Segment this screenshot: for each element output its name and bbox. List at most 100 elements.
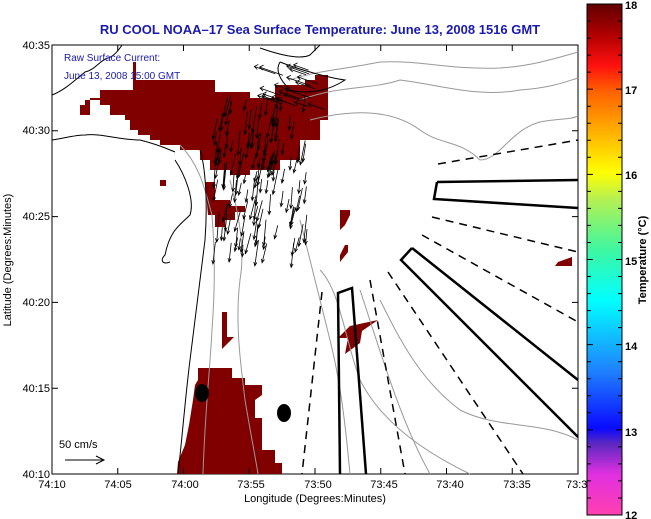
- current-vector: [236, 130, 241, 157]
- y-tick-label: 40:20: [22, 297, 50, 309]
- current-vector: [227, 242, 232, 264]
- current-vectors: [211, 62, 325, 269]
- y-tick-label: 40:10: [22, 469, 50, 481]
- current-vector: [254, 224, 259, 246]
- x-tick-label: 74:00: [171, 479, 199, 491]
- colorbar-label: Temperature (°C): [637, 215, 649, 304]
- y-tick-labels: 40:35 40:30 40:25 40:20 40:15 40:10: [22, 40, 50, 481]
- current-vector: [235, 166, 240, 180]
- colorbar-tick-label: 14: [625, 341, 638, 353]
- sst-patch-north: [80, 62, 328, 175]
- current-vector: [292, 157, 298, 174]
- current-vector: [278, 89, 304, 101]
- y-axis-label: Latitude (Degrees:Minutes): [2, 194, 14, 327]
- current-vector: [256, 161, 261, 181]
- current-vector: [252, 220, 258, 241]
- current-vector: [221, 162, 226, 190]
- current-vector: [246, 132, 250, 150]
- current-vector: [226, 214, 232, 236]
- sst-patch-small-4: [222, 312, 234, 349]
- chart-title: RU COOL NOAA–17 Sea Surface Temperature:…: [99, 22, 541, 37]
- y-tick-label: 40:30: [22, 125, 50, 137]
- x-tick-label: 73:50: [304, 479, 332, 491]
- x-tick-label: 73:40: [436, 479, 464, 491]
- current-vector: [219, 227, 224, 242]
- current-vector: [294, 79, 316, 90]
- current-vector: [283, 92, 301, 101]
- x-tick-labels: 74:10 74:05 74:00 73:55 73:50 73:45 73:4…: [38, 479, 587, 491]
- current-vector: [296, 74, 319, 85]
- sst-patch-east: [555, 257, 572, 266]
- current-vector: [287, 115, 292, 132]
- dashed-line-4: [387, 271, 524, 475]
- y-tick-label: 40:35: [22, 40, 50, 52]
- current-vector: [290, 121, 295, 140]
- current-vector: [240, 217, 246, 237]
- current-vector: [299, 140, 306, 166]
- current-vector: [301, 95, 306, 114]
- current-vector: [244, 189, 249, 204]
- current-vector: [259, 85, 282, 96]
- colorbar-tick-label: 17: [625, 85, 637, 97]
- current-vector: [302, 214, 308, 244]
- annotation-line2: June 13, 2008 15:00 GMT: [64, 71, 180, 82]
- current-vector: [289, 66, 307, 76]
- current-vector: [249, 195, 257, 221]
- zone-box-2: [399, 247, 579, 438]
- current-vector: [211, 118, 218, 141]
- current-vector: [223, 95, 232, 118]
- current-vector: [221, 96, 229, 119]
- current-vector: [303, 228, 308, 246]
- dashed-line-5: [369, 279, 406, 475]
- x-tick-label: 73:55: [237, 479, 265, 491]
- current-vector: [211, 241, 216, 265]
- current-vector: [237, 182, 242, 197]
- current-vector: [213, 131, 217, 147]
- axis-ticks: [51, 44, 579, 475]
- y-tick-label: 40:15: [22, 383, 50, 395]
- current-vector: [253, 240, 259, 267]
- current-vector: [213, 141, 218, 166]
- current-vector: [253, 64, 276, 75]
- current-vector: [297, 180, 301, 195]
- current-vector: [215, 133, 221, 154]
- current-vector: [274, 139, 280, 166]
- current-vector: [238, 147, 242, 167]
- current-vector: [270, 109, 275, 124]
- x-tick-label: 73:35: [503, 479, 531, 491]
- current-vector: [295, 195, 300, 213]
- current-vector: [279, 190, 284, 208]
- current-vector: [254, 132, 260, 159]
- current-vector: [255, 200, 263, 223]
- current-vector: [280, 168, 285, 185]
- dashed-line-2: [431, 216, 579, 253]
- scale-label: 50 cm/s: [59, 439, 98, 451]
- current-vector: [289, 207, 295, 230]
- current-vector: [292, 62, 309, 71]
- current-vector: [273, 118, 278, 143]
- current-vector: [250, 177, 256, 202]
- x-tick-label: 74:10: [38, 479, 66, 491]
- zone-box-1: [432, 178, 579, 210]
- current-vector: [264, 180, 269, 195]
- current-vector: [244, 233, 252, 255]
- current-vector: [284, 86, 312, 99]
- station-marker-2: [277, 404, 291, 422]
- current-vector: [228, 193, 233, 209]
- current-vector: [247, 108, 252, 131]
- current-vector: [229, 140, 234, 153]
- current-vector: [255, 118, 260, 140]
- current-vector: [264, 98, 269, 117]
- current-vector: [297, 224, 304, 248]
- x-tick-label: 73:3: [566, 479, 587, 491]
- current-vector: [251, 151, 258, 170]
- colorbar-tick-label: 18: [625, 0, 637, 12]
- current-vector: [215, 213, 220, 244]
- current-vector: [258, 64, 284, 76]
- current-vector: [212, 179, 219, 202]
- current-vector: [258, 102, 263, 120]
- current-vector: [286, 75, 312, 87]
- y-tick-label: 40:25: [22, 211, 50, 223]
- current-vector: [228, 100, 233, 115]
